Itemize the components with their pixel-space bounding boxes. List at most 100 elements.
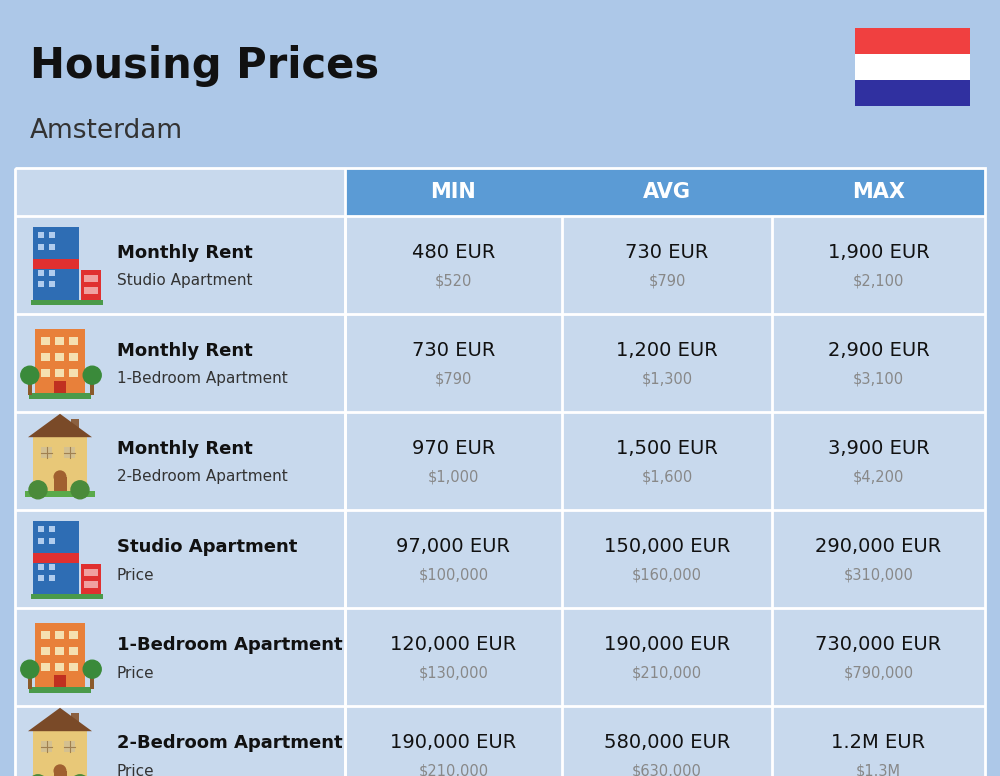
Text: $130,000: $130,000 <box>419 666 488 681</box>
Circle shape <box>54 470 66 483</box>
Text: 2,900 EUR: 2,900 EUR <box>828 341 929 361</box>
Text: $790,000: $790,000 <box>843 666 914 681</box>
FancyBboxPatch shape <box>69 647 78 655</box>
Text: $1.3M: $1.3M <box>856 764 901 776</box>
Text: 730 EUR: 730 EUR <box>625 244 709 262</box>
FancyBboxPatch shape <box>41 447 52 458</box>
Circle shape <box>29 774 47 776</box>
Text: Monthly Rent: Monthly Rent <box>117 244 253 262</box>
FancyBboxPatch shape <box>55 631 64 639</box>
FancyBboxPatch shape <box>69 369 78 377</box>
FancyBboxPatch shape <box>33 731 87 776</box>
FancyBboxPatch shape <box>64 741 75 752</box>
Text: 970 EUR: 970 EUR <box>412 439 495 459</box>
FancyBboxPatch shape <box>855 28 970 54</box>
FancyBboxPatch shape <box>49 526 55 532</box>
Circle shape <box>21 366 39 384</box>
FancyBboxPatch shape <box>772 168 985 216</box>
FancyBboxPatch shape <box>55 647 64 655</box>
FancyBboxPatch shape <box>49 270 55 276</box>
FancyBboxPatch shape <box>41 663 50 670</box>
FancyBboxPatch shape <box>49 281 55 287</box>
Text: Price: Price <box>117 666 155 681</box>
FancyBboxPatch shape <box>33 553 79 563</box>
Text: $210,000: $210,000 <box>632 666 702 681</box>
FancyBboxPatch shape <box>55 337 64 345</box>
FancyBboxPatch shape <box>90 381 94 395</box>
FancyBboxPatch shape <box>33 227 79 303</box>
FancyBboxPatch shape <box>345 168 562 216</box>
FancyBboxPatch shape <box>49 539 55 544</box>
FancyBboxPatch shape <box>25 490 95 497</box>
Text: $160,000: $160,000 <box>632 567 702 583</box>
Text: 730 EUR: 730 EUR <box>412 341 495 361</box>
FancyBboxPatch shape <box>69 337 78 345</box>
FancyBboxPatch shape <box>81 270 101 303</box>
Text: $790: $790 <box>435 372 472 386</box>
FancyBboxPatch shape <box>855 80 970 106</box>
Text: Housing Prices: Housing Prices <box>30 45 379 87</box>
FancyBboxPatch shape <box>15 608 985 706</box>
FancyBboxPatch shape <box>33 437 87 495</box>
FancyBboxPatch shape <box>33 521 79 597</box>
FancyBboxPatch shape <box>41 337 50 345</box>
Circle shape <box>21 660 39 678</box>
Text: $310,000: $310,000 <box>844 567 913 583</box>
Text: MAX: MAX <box>852 182 905 202</box>
FancyBboxPatch shape <box>84 570 98 577</box>
Text: Price: Price <box>117 764 155 776</box>
FancyBboxPatch shape <box>15 412 985 510</box>
Text: $1,600: $1,600 <box>641 469 693 484</box>
Text: 290,000 EUR: 290,000 EUR <box>815 538 942 556</box>
FancyBboxPatch shape <box>31 300 103 305</box>
FancyBboxPatch shape <box>15 168 345 216</box>
Text: $520: $520 <box>435 273 472 289</box>
Circle shape <box>54 764 66 776</box>
FancyBboxPatch shape <box>55 369 64 377</box>
FancyBboxPatch shape <box>41 369 50 377</box>
FancyBboxPatch shape <box>38 575 44 581</box>
FancyBboxPatch shape <box>49 564 55 570</box>
FancyBboxPatch shape <box>38 244 44 250</box>
Text: 1,900 EUR: 1,900 EUR <box>828 244 929 262</box>
Polygon shape <box>28 414 92 437</box>
Text: AVG: AVG <box>643 182 691 202</box>
FancyBboxPatch shape <box>69 663 78 670</box>
FancyBboxPatch shape <box>31 594 103 599</box>
Text: 580,000 EUR: 580,000 EUR <box>604 733 730 753</box>
Text: 97,000 EUR: 97,000 EUR <box>396 538 511 556</box>
FancyBboxPatch shape <box>15 216 985 314</box>
Text: 1-Bedroom Apartment: 1-Bedroom Apartment <box>117 372 288 386</box>
Text: $100,000: $100,000 <box>418 567 489 583</box>
Text: 1,500 EUR: 1,500 EUR <box>616 439 718 459</box>
Polygon shape <box>28 708 92 731</box>
Text: 190,000 EUR: 190,000 EUR <box>390 733 517 753</box>
Text: $790: $790 <box>648 273 686 289</box>
Circle shape <box>71 481 89 499</box>
FancyBboxPatch shape <box>49 232 55 238</box>
FancyBboxPatch shape <box>41 647 50 655</box>
Text: 120,000 EUR: 120,000 EUR <box>390 636 517 654</box>
Text: Studio Apartment: Studio Apartment <box>117 273 252 289</box>
Text: $2,100: $2,100 <box>853 273 904 289</box>
Circle shape <box>83 660 101 678</box>
Text: $1,300: $1,300 <box>641 372 693 386</box>
FancyBboxPatch shape <box>15 510 985 608</box>
FancyBboxPatch shape <box>38 281 44 287</box>
Text: $630,000: $630,000 <box>632 764 702 776</box>
FancyBboxPatch shape <box>64 447 75 458</box>
Text: Price: Price <box>117 567 155 583</box>
FancyBboxPatch shape <box>69 353 78 361</box>
FancyBboxPatch shape <box>54 381 66 397</box>
FancyBboxPatch shape <box>38 564 44 570</box>
Text: Monthly Rent: Monthly Rent <box>117 440 253 458</box>
FancyBboxPatch shape <box>49 244 55 250</box>
Text: 730,000 EUR: 730,000 EUR <box>815 636 942 654</box>
FancyBboxPatch shape <box>33 259 79 268</box>
FancyBboxPatch shape <box>81 564 101 597</box>
FancyBboxPatch shape <box>38 526 44 532</box>
FancyBboxPatch shape <box>15 314 985 412</box>
FancyBboxPatch shape <box>84 287 98 294</box>
Text: 2-Bedroom Apartment: 2-Bedroom Apartment <box>117 734 343 752</box>
FancyBboxPatch shape <box>71 713 79 725</box>
